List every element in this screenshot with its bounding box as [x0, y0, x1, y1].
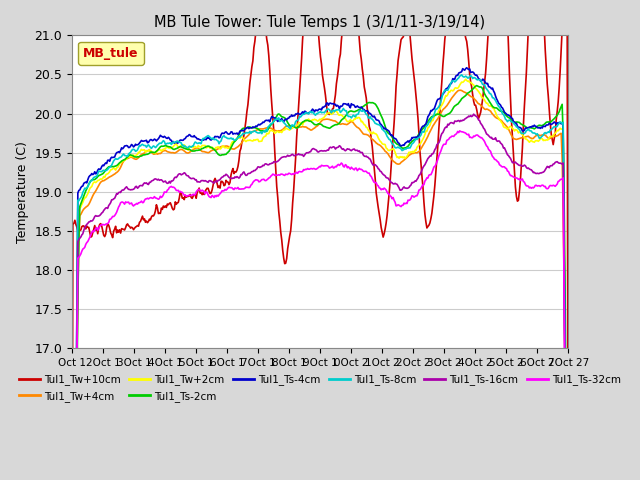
Legend: Tul1_Tw+10cm, Tul1_Tw+4cm, Tul1_Tw+2cm, Tul1_Ts-2cm, Tul1_Ts-4cm, Tul1_Ts-8cm, T: Tul1_Tw+10cm, Tul1_Tw+4cm, Tul1_Tw+2cm, … — [15, 370, 625, 406]
Y-axis label: Temperature (C): Temperature (C) — [16, 141, 29, 243]
Title: MB Tule Tower: Tule Temps 1 (3/1/11-3/19/14): MB Tule Tower: Tule Temps 1 (3/1/11-3/19… — [154, 15, 486, 30]
